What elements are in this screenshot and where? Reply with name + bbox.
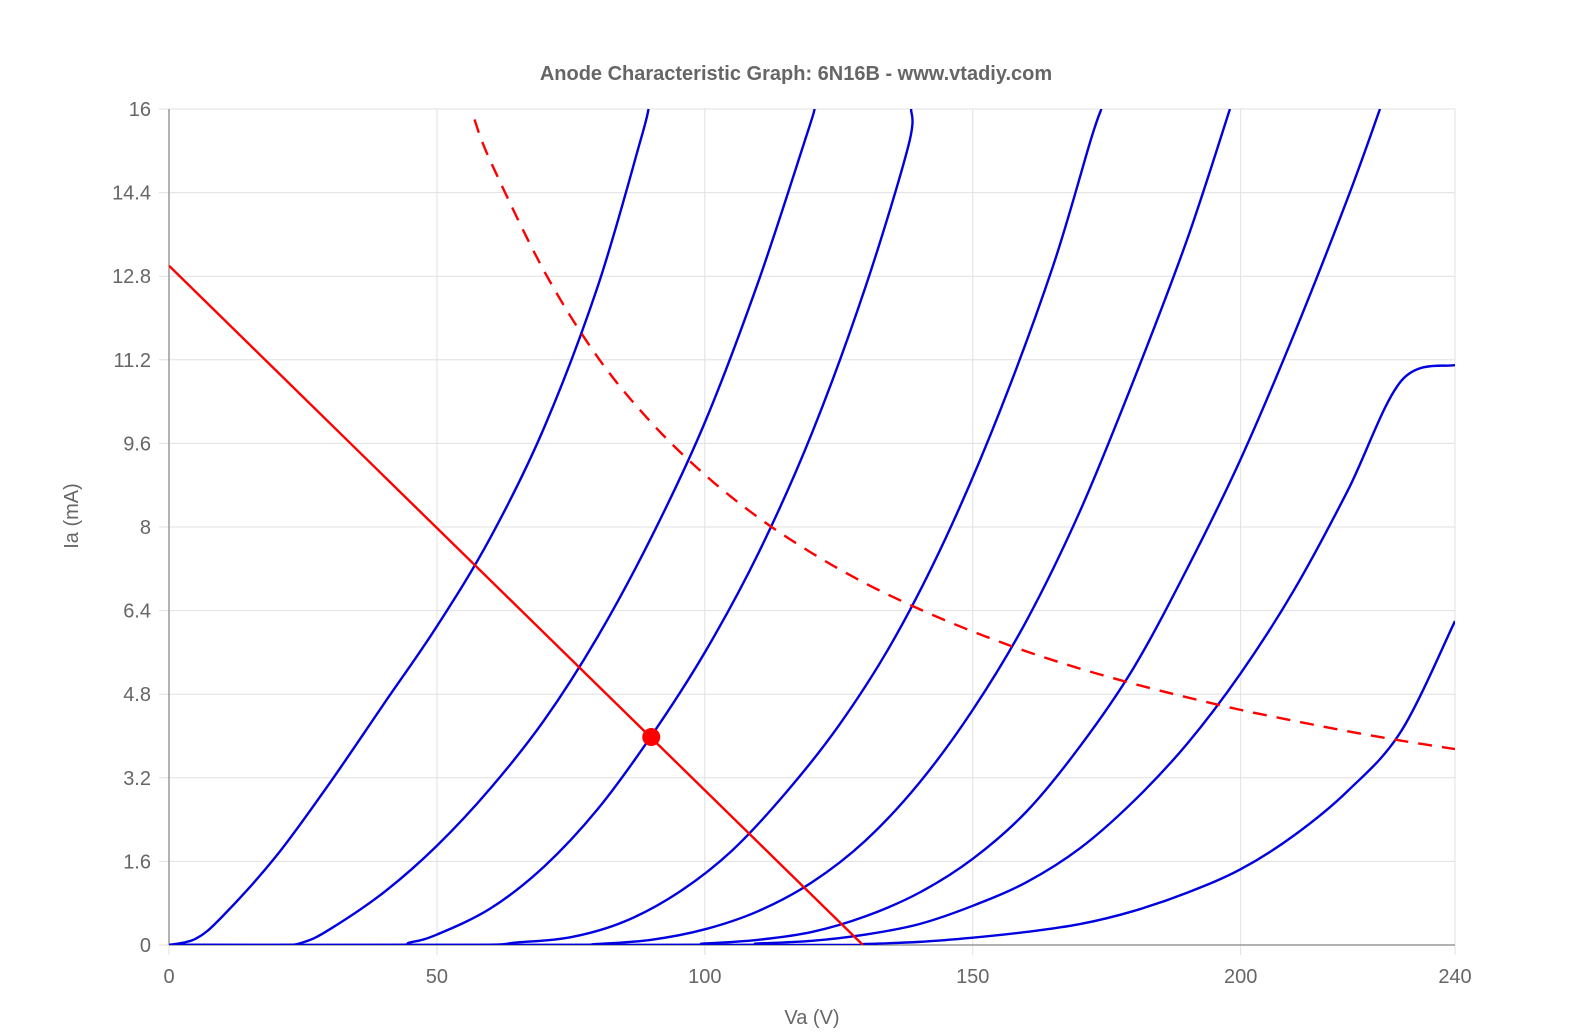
x-tick-label: 200 (1224, 966, 1257, 988)
grid (159, 108, 1456, 955)
y-tick-label: 6.4 (123, 601, 151, 623)
max-dissipation-curve (473, 119, 1455, 751)
y-tick-label: 9.6 (123, 433, 151, 455)
y-tick-label: 12.8 (112, 266, 151, 288)
anode-curve-8 (169, 620, 1455, 945)
x-tick-label: 100 (688, 966, 721, 988)
y-tick-label: 14.4 (112, 183, 151, 205)
plot-area (169, 109, 1455, 945)
chart-title: Anode Characteristic Graph: 6N16B - www.… (540, 63, 1052, 85)
operating-point (642, 728, 661, 747)
y-tick-label: 3.2 (123, 768, 151, 790)
anode-curve-1 (169, 109, 650, 945)
axes: 0 50 100 150 200 240 0 1.6 3.2 4.8 6.4 8 9.6 11.2 12.8… (112, 99, 1472, 988)
load-line (169, 264, 864, 945)
y-tick-label: 8 (140, 517, 151, 539)
x-tick-label: 50 (426, 966, 448, 988)
y-tick-label: 0 (140, 935, 151, 957)
x-tick-label: 150 (956, 966, 989, 988)
x-tick-label: 240 (1438, 966, 1471, 988)
y-axis-label: Ia (mA) (61, 483, 83, 549)
x-tick-label: 0 (163, 966, 174, 988)
y-tick-label: 1.6 (123, 851, 151, 873)
anode-curve-4 (169, 109, 1103, 945)
overlay-lines (169, 119, 1455, 945)
y-tick-label: 4.8 (123, 684, 151, 706)
x-axis-label: Va (V) (784, 1007, 839, 1029)
anode-curve-2 (169, 109, 816, 945)
y-tick-label: 11.2 (114, 350, 151, 372)
y-tick-label: 16 (129, 99, 151, 121)
